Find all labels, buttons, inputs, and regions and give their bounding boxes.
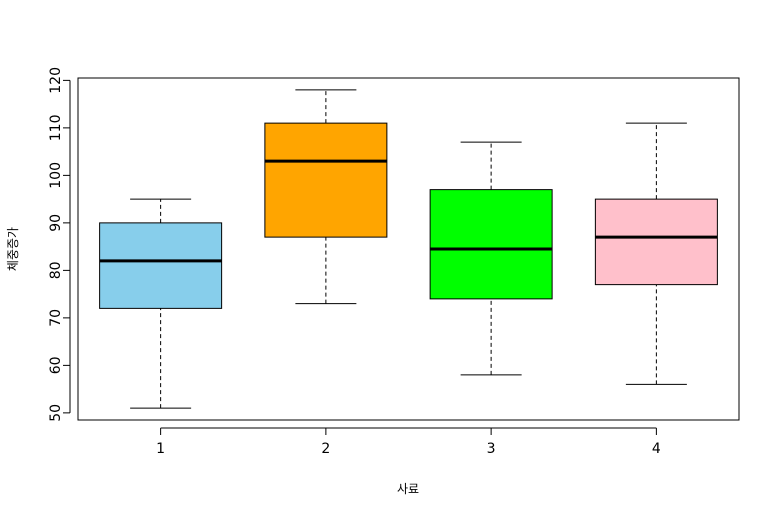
box-iqr	[264, 122, 388, 238]
y-tick-label: 60	[48, 356, 64, 374]
box-series	[99, 89, 718, 409]
y-tick-label: 110	[48, 115, 64, 142]
x-tick-label: 3	[487, 441, 496, 457]
plot-area	[77, 77, 740, 421]
y-tick-label: 70	[48, 309, 64, 327]
y-tick-label: 100	[48, 162, 64, 189]
y-axis-label: 체중증가	[6, 227, 20, 271]
box-group	[594, 122, 718, 385]
x-axis-label: 사료	[397, 482, 419, 496]
box-group	[99, 198, 223, 409]
box-iqr	[594, 198, 718, 286]
box-group	[264, 89, 388, 305]
box-iqr	[429, 189, 553, 300]
x-tick-label: 2	[321, 441, 330, 457]
box-iqr	[99, 222, 223, 309]
x-axis: 1 2 3 4	[156, 427, 661, 457]
y-tick-label: 80	[48, 261, 64, 279]
x-tick-label: 1	[156, 441, 165, 457]
box-group	[429, 141, 553, 376]
y-tick-label: 90	[48, 214, 64, 232]
y-tick-label: 50	[48, 404, 64, 422]
y-axis: 50 60 70 80 90 100 110 120	[48, 67, 71, 422]
y-tick-label: 120	[48, 67, 64, 94]
x-tick-label: 4	[652, 441, 661, 457]
